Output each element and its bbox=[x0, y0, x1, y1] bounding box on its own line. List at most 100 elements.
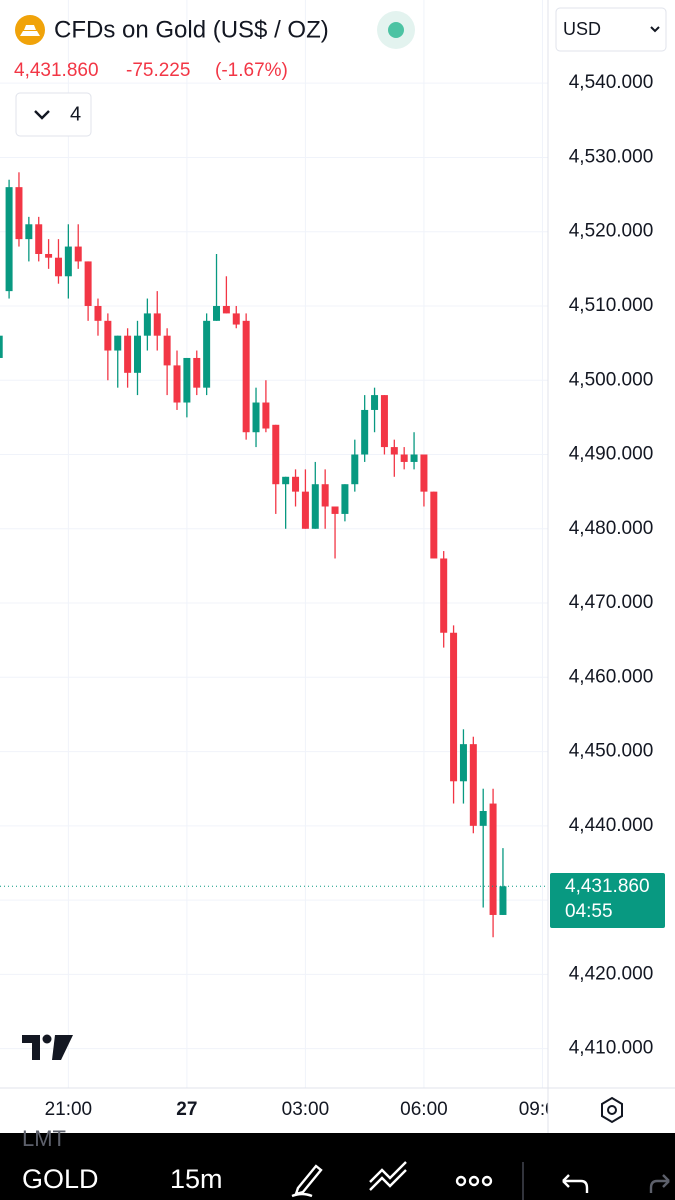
candle-body bbox=[74, 246, 82, 262]
candle-body bbox=[311, 484, 319, 529]
y-tick-label: 4,410.000 bbox=[569, 1038, 654, 1059]
symbol[interactable]: GOLD bbox=[22, 1164, 99, 1194]
y-tick-label: 4,530.000 bbox=[569, 146, 654, 167]
currency-select[interactable] bbox=[555, 7, 667, 52]
price-tag bbox=[550, 873, 665, 928]
candle-body bbox=[173, 365, 181, 403]
candle-body bbox=[301, 491, 309, 529]
y-tick-label: 4,540.000 bbox=[569, 72, 654, 93]
candle-body bbox=[282, 476, 290, 485]
y-tick-label: 4,460.000 bbox=[569, 666, 654, 687]
candle-body bbox=[133, 335, 141, 373]
candle-body bbox=[163, 335, 171, 366]
order-type[interactable]: LMT bbox=[22, 1126, 66, 1151]
candle-body bbox=[430, 491, 438, 559]
plot bbox=[0, 172, 548, 938]
candle-body bbox=[5, 187, 13, 292]
x-tick-label: 03:00 bbox=[282, 1099, 330, 1120]
symbol-title[interactable]: CFDs on Gold (US$ / OZ) bbox=[54, 16, 329, 43]
candle-body bbox=[54, 257, 62, 277]
candle-body bbox=[262, 402, 270, 429]
y-tick-label: 4,490.000 bbox=[569, 444, 654, 465]
candle-body bbox=[292, 476, 300, 492]
candle-body bbox=[222, 305, 230, 314]
candle-body bbox=[193, 357, 201, 388]
candle-body bbox=[232, 313, 240, 325]
candle-body bbox=[469, 744, 477, 826]
candle-body bbox=[420, 454, 428, 492]
candle-body bbox=[272, 424, 280, 485]
settings[interactable] bbox=[601, 1096, 623, 1124]
grid bbox=[0, 0, 548, 1088]
y-tick-label: 4,470.000 bbox=[569, 592, 654, 613]
candle-body bbox=[499, 886, 507, 915]
candle-body bbox=[15, 187, 23, 240]
candle-body bbox=[25, 224, 33, 240]
y-tick-label: 4,510.000 bbox=[569, 295, 654, 316]
candle-body bbox=[203, 320, 211, 388]
x-tick-label: 27 bbox=[176, 1099, 197, 1120]
more[interactable] bbox=[455, 1175, 493, 1187]
chart-type[interactable] bbox=[369, 1161, 407, 1191]
draw-tool[interactable] bbox=[291, 1164, 323, 1198]
indicator-count: 4 bbox=[70, 103, 81, 125]
symbol-icon-bars bbox=[20, 25, 40, 36]
undo[interactable] bbox=[562, 1174, 589, 1193]
candle-body bbox=[252, 402, 260, 433]
candle-body bbox=[410, 454, 418, 462]
candle-body bbox=[242, 320, 250, 433]
candle-body bbox=[153, 313, 161, 336]
y-tick-label: 4,420.000 bbox=[569, 963, 654, 984]
y-tick-label: 4,480.000 bbox=[569, 518, 654, 539]
candle-body bbox=[380, 395, 388, 448]
candle-body bbox=[341, 484, 349, 514]
candle-body bbox=[321, 484, 329, 507]
candle-body bbox=[104, 320, 112, 351]
last-price: 4,431.860 bbox=[14, 60, 99, 81]
candle-body bbox=[124, 335, 132, 373]
logo bbox=[22, 1034, 73, 1060]
candle-body bbox=[35, 224, 43, 254]
candle-body bbox=[84, 261, 92, 306]
candle-body bbox=[183, 357, 191, 403]
toolbar bbox=[0, 1133, 675, 1200]
candle-body bbox=[0, 335, 3, 358]
y-tick-label: 4,440.000 bbox=[569, 815, 654, 836]
candle-body bbox=[94, 305, 102, 321]
candle-body bbox=[479, 810, 487, 826]
candle-body bbox=[114, 335, 122, 351]
candle-body bbox=[390, 447, 398, 455]
interval[interactable]: 15m bbox=[170, 1164, 223, 1194]
price-change: -75.225 bbox=[126, 60, 190, 81]
market-status-dot bbox=[388, 22, 404, 38]
y-tick-label: 4,500.000 bbox=[569, 369, 654, 390]
candle-body bbox=[450, 632, 458, 782]
chevron bbox=[650, 26, 660, 33]
candle-body bbox=[489, 803, 497, 915]
candle-body bbox=[440, 558, 448, 633]
price-change-pct: (-1.67%) bbox=[215, 60, 288, 81]
indicators-toggle[interactable] bbox=[15, 92, 92, 137]
countdown: 04:55 bbox=[565, 901, 613, 922]
candle-body bbox=[143, 313, 151, 336]
candle-body bbox=[371, 395, 379, 410]
redo[interactable] bbox=[649, 1174, 670, 1193]
x-tick-label: 09:00 bbox=[519, 1099, 567, 1120]
candle-body bbox=[64, 246, 72, 277]
x-axis: 21:00 27 03:00 06:00 09:00 bbox=[45, 1099, 567, 1120]
x-tick-label: 21:00 bbox=[45, 1099, 93, 1120]
candle-body bbox=[331, 506, 339, 514]
candle-body bbox=[213, 305, 221, 321]
currency: USD bbox=[563, 19, 601, 39]
x-tick-label: 06:00 bbox=[400, 1099, 448, 1120]
candle-body bbox=[351, 454, 359, 485]
y-tick-label: 4,450.000 bbox=[569, 741, 654, 762]
price-tag-label: 4,431.860 bbox=[565, 876, 650, 897]
y-tick-label: 4,520.000 bbox=[569, 221, 654, 242]
candle-body bbox=[459, 744, 467, 782]
candle-body bbox=[45, 253, 53, 258]
candle-body bbox=[400, 454, 408, 462]
